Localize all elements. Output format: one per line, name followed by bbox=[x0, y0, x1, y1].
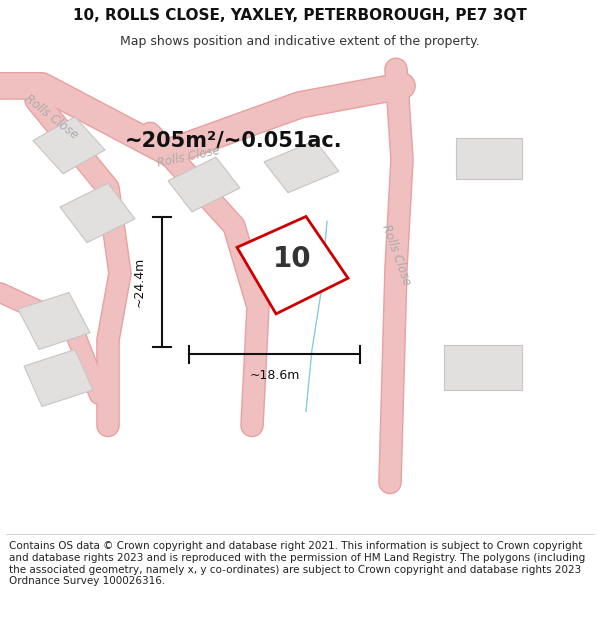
Polygon shape bbox=[168, 157, 240, 212]
Text: Rolls Close: Rolls Close bbox=[379, 222, 413, 287]
Polygon shape bbox=[33, 117, 105, 174]
Polygon shape bbox=[456, 138, 522, 179]
Text: Rolls Close: Rolls Close bbox=[22, 92, 80, 141]
Text: ~205m²/~0.051ac.: ~205m²/~0.051ac. bbox=[125, 131, 343, 151]
Text: 10: 10 bbox=[272, 245, 311, 273]
Polygon shape bbox=[264, 141, 339, 192]
Text: 10, ROLLS CLOSE, YAXLEY, PETERBOROUGH, PE7 3QT: 10, ROLLS CLOSE, YAXLEY, PETERBOROUGH, P… bbox=[73, 8, 527, 23]
Polygon shape bbox=[24, 349, 93, 406]
Text: Contains OS data © Crown copyright and database right 2021. This information is : Contains OS data © Crown copyright and d… bbox=[9, 541, 585, 586]
Polygon shape bbox=[237, 216, 348, 314]
Text: ~24.4m: ~24.4m bbox=[133, 257, 146, 307]
Polygon shape bbox=[60, 183, 135, 243]
Polygon shape bbox=[18, 292, 90, 349]
Text: ~18.6m: ~18.6m bbox=[250, 369, 299, 382]
Text: Map shows position and indicative extent of the property.: Map shows position and indicative extent… bbox=[120, 35, 480, 48]
Polygon shape bbox=[444, 345, 522, 390]
Text: Rolls Close: Rolls Close bbox=[157, 144, 221, 170]
